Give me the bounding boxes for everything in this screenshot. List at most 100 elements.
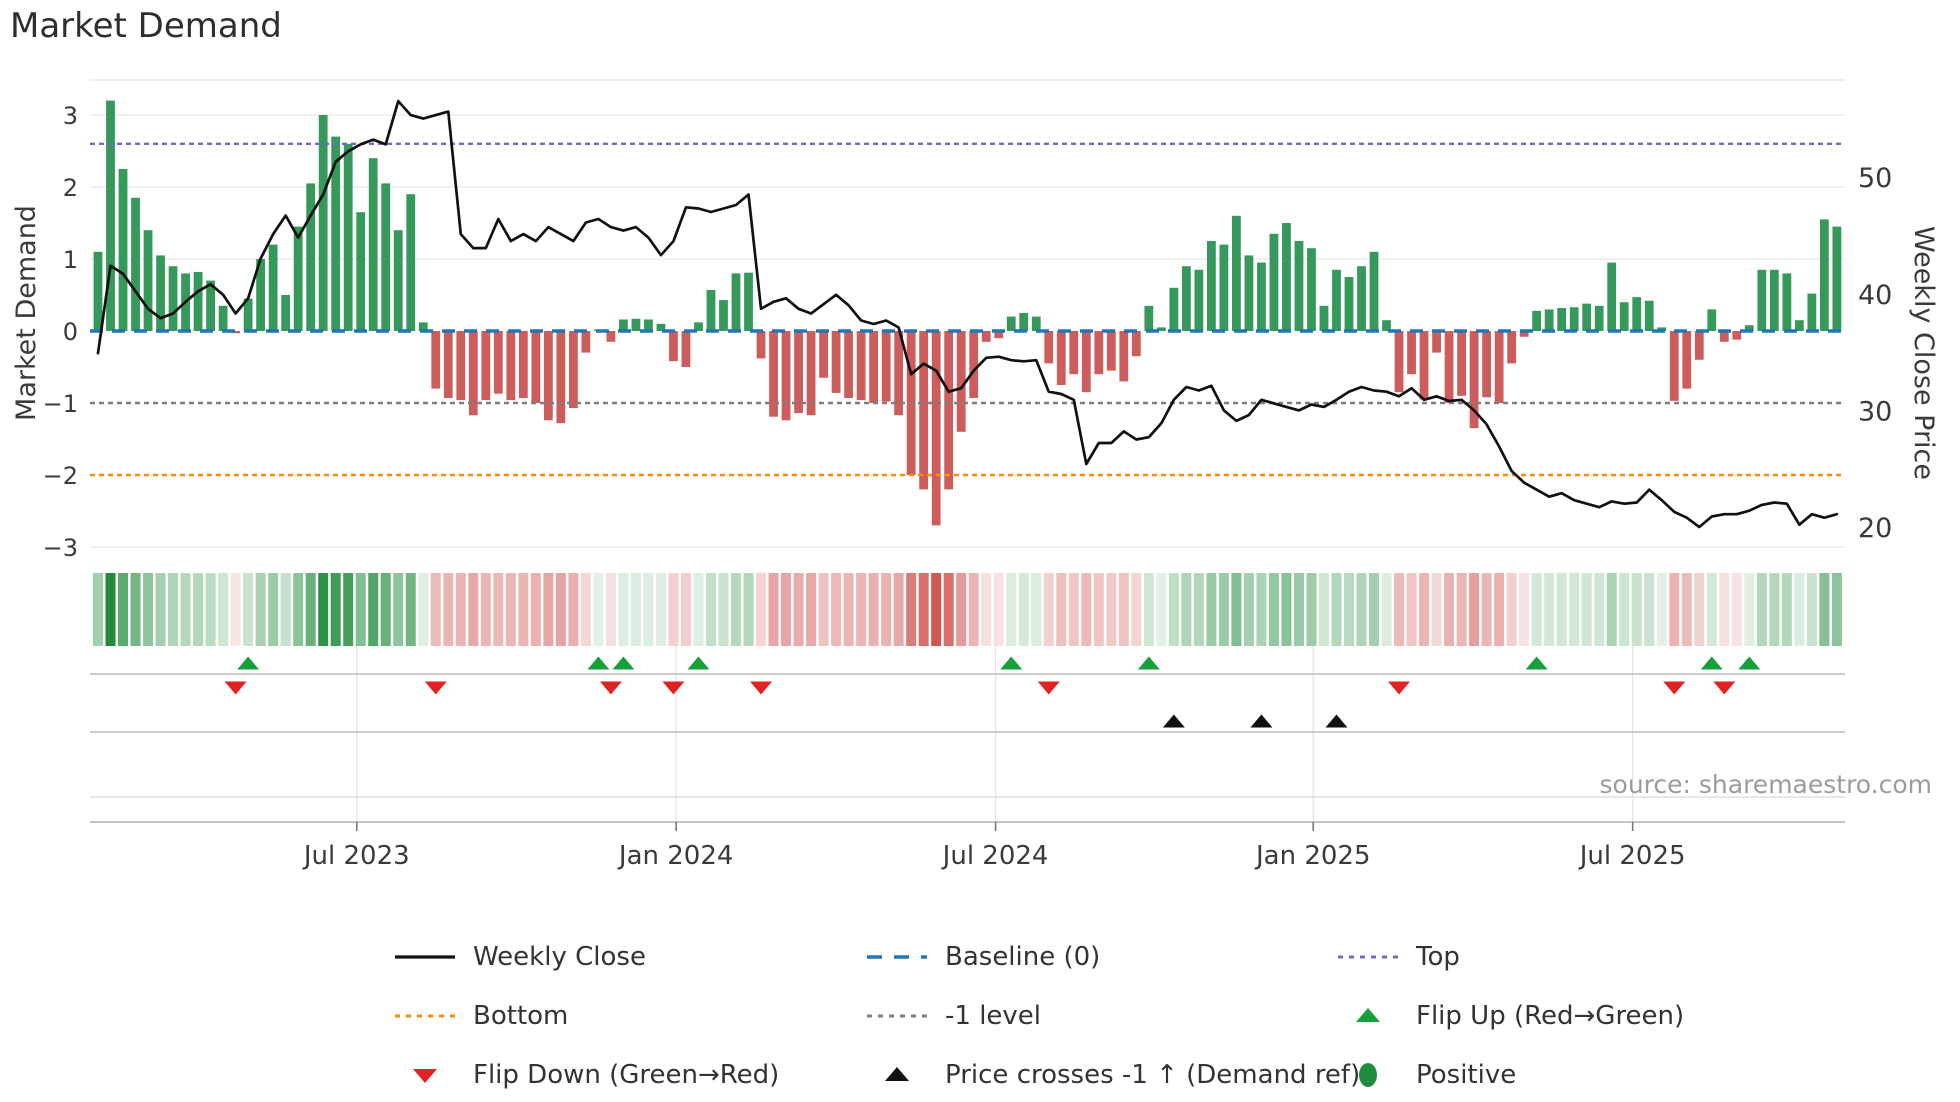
heat-cell-green [1619, 573, 1630, 646]
negative-bar [944, 331, 954, 490]
heat-cell-red [1519, 573, 1530, 646]
heat-cell-green [1168, 573, 1179, 646]
heat-cell-green [718, 573, 729, 646]
negative-bar [1407, 331, 1416, 375]
positive-bar [1744, 325, 1754, 331]
negative-bar [1131, 331, 1141, 357]
heat-cell-green [280, 573, 291, 646]
heat-cell-green [1594, 573, 1605, 646]
negative-bar [1682, 331, 1692, 389]
heat-cell-red [1081, 573, 1092, 646]
heat-cell-green [1356, 573, 1367, 646]
flip-down-marker [1388, 681, 1411, 695]
heat-cell-green [1306, 573, 1317, 646]
flip-down-marker [599, 681, 622, 695]
negative-bar [231, 331, 241, 334]
positive-bar [1219, 244, 1229, 331]
heat-cell-red [1669, 573, 1680, 646]
heat-cell-red [906, 573, 917, 646]
heat-cell-red [1494, 573, 1505, 646]
negative-bar [756, 331, 766, 359]
heat-cell-red [781, 573, 792, 646]
heat-cell-red [443, 573, 454, 646]
heat-cell-red [580, 573, 591, 646]
heat-cell-green [1794, 573, 1805, 646]
heat-cell-green [130, 573, 141, 646]
negative-bar [568, 331, 578, 409]
heat-cell-red [568, 573, 579, 646]
heat-cell-green [380, 573, 391, 646]
heat-cell-green [293, 573, 304, 646]
flip-up-marker [237, 656, 260, 670]
heat-cell-green [1006, 573, 1017, 646]
positive-bar [619, 319, 628, 331]
negative-bar [431, 331, 441, 389]
heat-cell-green [1293, 573, 1304, 646]
heat-cell-red [931, 573, 942, 646]
negative-bar [1119, 331, 1129, 382]
heat-cell-green [255, 573, 266, 646]
flip-up-marker [1000, 656, 1023, 670]
price-cross-marker [1162, 714, 1185, 728]
positive-bar [1369, 251, 1379, 331]
positive-bar [131, 197, 140, 331]
negative-bar [781, 331, 791, 421]
positive-bar [1819, 219, 1829, 331]
heat-cell-green [1531, 573, 1542, 646]
heat-cell-green [693, 573, 704, 646]
positive-bar [393, 230, 403, 331]
positive-bar [1794, 320, 1804, 331]
heat-cell-green [330, 573, 341, 646]
heat-cell-green [418, 573, 429, 646]
heat-cell-green [731, 573, 742, 646]
negative-bar [456, 331, 466, 401]
positive-bar [1282, 223, 1291, 331]
heat-cell-red [818, 573, 829, 646]
heat-cell-red [518, 573, 529, 646]
positive-bar [293, 226, 303, 331]
negative-bar [769, 331, 778, 417]
positive-bar [368, 158, 378, 331]
positive-bar [1194, 269, 1204, 331]
price-cross-marker [1250, 714, 1273, 728]
heat-cell-red [1043, 573, 1054, 646]
heat-cell-green [1268, 573, 1279, 646]
heat-cell-red [605, 573, 616, 646]
heat-cell-green [1031, 573, 1042, 646]
negative-bar [518, 331, 528, 398]
right-axis-title: Weekly Close Price [1908, 225, 1939, 481]
heat-cell-green [1256, 573, 1267, 646]
tick-labels: Jul 2023 Jan 2024 Jul 2024 Jan 2025 Jul 2025… [43, 102, 1893, 871]
positive-bar [1707, 309, 1717, 331]
negative-bar [493, 331, 503, 394]
heat-cell-green [118, 573, 129, 646]
heat-cell-red [530, 573, 541, 646]
heat-cell-green [1606, 573, 1617, 646]
heat-cell-green [180, 573, 191, 646]
heat-cell-green [1318, 573, 1329, 646]
heat-cell-red [868, 573, 879, 646]
positive-bar [256, 259, 266, 331]
positive-bar [1619, 302, 1629, 331]
positive-bar [1382, 320, 1391, 331]
left-tick-label: −2 [43, 462, 78, 490]
positive-bar [1632, 297, 1642, 331]
negative-bar [844, 331, 853, 398]
positive-bar [193, 271, 203, 331]
negative-bar [1694, 331, 1704, 360]
positive-bar [1294, 241, 1304, 331]
heat-cell-green [1156, 573, 1167, 646]
positive-bar [1206, 241, 1216, 331]
heat-cell-red [555, 573, 566, 646]
right-tick-label: 40 [1858, 280, 1892, 311]
flip-up-marker [687, 656, 710, 670]
negative-bar [1507, 331, 1517, 364]
heat-cell-green [1344, 573, 1354, 646]
positive-bar [1607, 262, 1617, 331]
negative-bar [669, 331, 678, 362]
heat-cell-red [856, 573, 867, 646]
heat-cell-red [505, 573, 516, 646]
heat-cell-green [343, 573, 354, 646]
heat-cell-red [768, 573, 779, 646]
